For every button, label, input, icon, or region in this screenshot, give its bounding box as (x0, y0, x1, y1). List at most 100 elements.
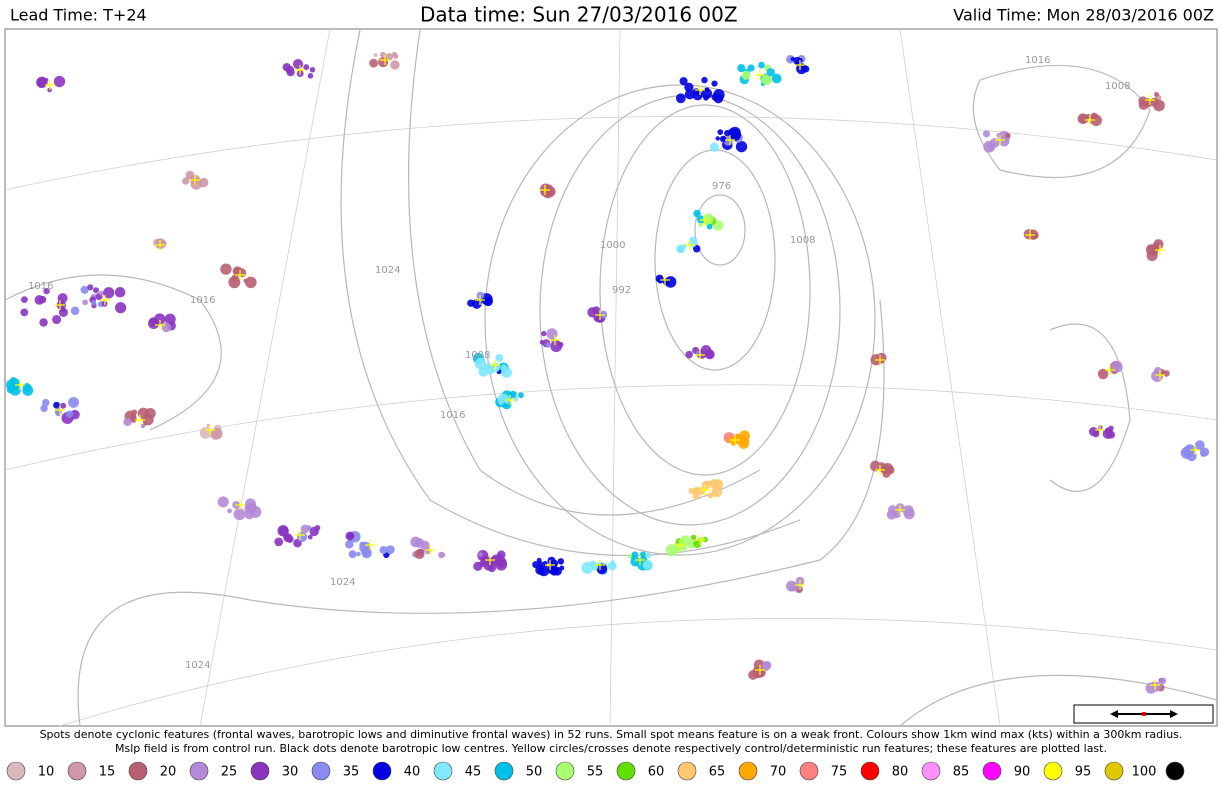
feature-spot (711, 80, 718, 87)
feature-spot (518, 392, 524, 399)
control-marker (155, 320, 165, 330)
feature-spots (5, 51, 1210, 694)
legend-swatch (433, 761, 453, 781)
feature-spot (369, 58, 379, 68)
feature-spot (692, 244, 701, 253)
isobar (77, 299, 885, 727)
feature-spot (211, 428, 223, 440)
legend-swatch (372, 761, 392, 781)
isobar (407, 29, 761, 516)
feature-spot (307, 73, 314, 79)
control-marker (155, 240, 165, 250)
legend-label: 75 (831, 765, 848, 780)
legend-swatch (799, 761, 819, 781)
feature-spot (42, 398, 50, 407)
feature-spot (103, 287, 115, 299)
feature-spot (245, 276, 257, 289)
feature-spot (40, 404, 48, 413)
graticule-line (609, 28, 621, 727)
feature-spot (282, 63, 291, 72)
feature-spot (1159, 677, 1167, 685)
control-marker (675, 540, 685, 550)
feature-spot (1092, 113, 1099, 119)
legend-swatch (616, 761, 636, 781)
legend-label: 40 (404, 765, 421, 780)
isobar (972, 64, 1151, 179)
feature-spot (1161, 371, 1166, 376)
control-marker (695, 350, 705, 360)
feature-spot (1200, 451, 1207, 457)
feature-spot (98, 290, 104, 296)
feature-spot (1030, 234, 1035, 240)
control-marker (660, 275, 670, 285)
feature-spot (692, 486, 701, 496)
feature-spot (547, 556, 556, 565)
scale-bar (1073, 704, 1214, 724)
map-frame (4, 28, 1218, 727)
feature-spot (715, 136, 720, 141)
feature-spot (123, 417, 132, 427)
feature-spot (356, 551, 361, 557)
feature-spot (438, 551, 445, 559)
scale-center (1142, 712, 1146, 716)
control-marker (540, 185, 550, 195)
control-marker (485, 555, 495, 565)
feature-spot (802, 65, 810, 73)
isobar (4, 274, 222, 431)
feature-spot (676, 244, 686, 254)
legend-swatch (494, 761, 514, 781)
graticule-line (4, 384, 1218, 471)
legend-label: 30 (282, 765, 299, 780)
feature-spot (1111, 360, 1123, 373)
caption-line: Mslp field is from control run. Black do… (115, 742, 1107, 755)
feature-spot (798, 58, 803, 63)
legend-swatch (311, 761, 331, 781)
legend-swatch (860, 761, 880, 781)
feature-spot (758, 61, 765, 69)
control-marker (545, 560, 555, 570)
feature-spot (43, 287, 50, 295)
isobar (484, 84, 876, 556)
control-marker (295, 65, 305, 75)
feature-spot (53, 75, 66, 88)
feature-spot (54, 407, 62, 415)
feature-spot (712, 479, 724, 490)
feature-spot (385, 53, 394, 61)
legend-swatch (67, 761, 87, 781)
isobar-label: 1000 (600, 240, 625, 251)
feature-spot (283, 533, 293, 543)
control-marker (685, 240, 695, 250)
feature-spot (741, 70, 751, 80)
feature-spot (228, 276, 241, 289)
control-marker (1095, 425, 1105, 435)
feature-spot (274, 537, 284, 547)
control-marker (475, 295, 485, 305)
control-marker (235, 270, 245, 280)
feature-spot (233, 508, 246, 521)
control-marker (695, 85, 705, 95)
feature-spot (497, 393, 510, 406)
feature-spot (91, 300, 97, 306)
feature-spot (227, 508, 232, 514)
feature-spot (247, 502, 257, 513)
feature-spot (237, 268, 247, 278)
isobar-label: 1016 (190, 295, 215, 306)
feature-spot (87, 284, 94, 291)
feature-spot (303, 64, 310, 71)
graticule-line (4, 116, 1218, 191)
feature-spot (1153, 367, 1162, 375)
graticule (4, 28, 1218, 727)
control-marker (875, 465, 885, 475)
feature-spot (345, 531, 355, 541)
feature-spot (9, 377, 17, 384)
feature-spot (373, 52, 378, 58)
feature-spot (761, 661, 771, 671)
feature-spot (544, 184, 553, 193)
feature-spot (1154, 91, 1159, 97)
feature-spot (114, 302, 127, 314)
feature-spot (789, 582, 799, 592)
feature-spot (546, 328, 558, 340)
legend-label: 100 (1132, 765, 1157, 780)
feature-spot (393, 53, 399, 59)
